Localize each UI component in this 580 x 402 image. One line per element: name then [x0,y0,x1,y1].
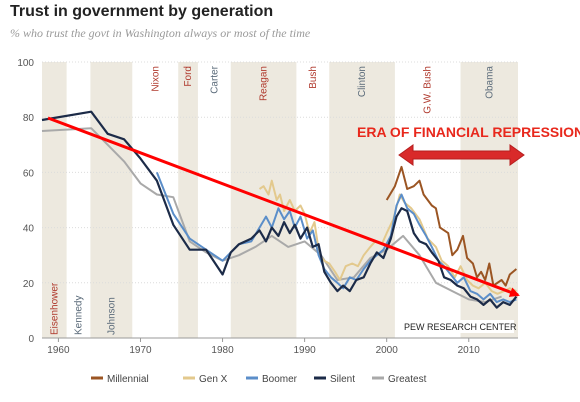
y-tick-label-60: 60 [23,168,35,179]
era-label-kennedy: Kennedy [74,296,85,335]
y-tick-label-80: 80 [23,113,35,124]
series-line-greatest [41,127,502,304]
source-label: PEW RESEARCH CENTER [404,322,517,332]
source-box [400,320,514,333]
gridlines [42,61,518,284]
era-label-reagan: Reagan [259,66,270,101]
legend-label-millennial: Millennial [107,374,149,385]
era-label-ford: Ford [183,66,194,87]
axes: 0 20 40 60 80 100 1960 1970 1980 1990 2000 2010 [17,58,518,356]
era-label-johnson: Johnson [106,297,117,335]
repression-annotation: ERA OF FINANCIAL REPRESSION [357,124,580,140]
era-label-nixon: Nixon [150,66,161,92]
series-line-gen-x [258,179,517,295]
presidency-band-ford [178,62,198,338]
chart-title: Trust in government by generation [10,3,274,20]
presidency-labels: Eisenhower Kennedy Johnson Nixon Ford Carter R… [49,65,495,335]
x-tick-label-1990: 1990 [293,345,316,356]
presidency-band-clinton [329,62,395,338]
trend-arrow [47,116,520,297]
era-label-bush: Bush [308,66,319,89]
era-label-clinton: Clinton [357,66,368,97]
era-label-carter: Carter [209,65,220,93]
annotation-overlay: ERA OF FINANCIAL REPRESSION PEW RESEARCH… [47,116,580,333]
y-tick-label-100: 100 [17,58,34,69]
era-label-obama: Obama [484,66,495,99]
legend-label-greatest: Greatest [388,374,427,385]
era-label-eisenhower: Eisenhower [49,282,60,335]
series-line-silent [41,110,518,309]
x-tick-label-1960: 1960 [47,345,70,356]
legend-label-gen-x: Gen X [199,374,228,385]
legend-label-boomer: Boomer [262,374,298,385]
presidency-bands [42,62,518,338]
era-label-g-w-bush: G.W. Bush [423,66,434,114]
x-tick-label-2010: 2010 [458,345,481,356]
x-tick-label-2000: 2000 [376,345,399,356]
legend: Millennial Gen X Boomer Silent Greatest [91,374,427,385]
y-tick-label-0: 0 [28,334,34,345]
y-tick-label-40: 40 [23,224,35,235]
chart-subtitle: % who trust the govt in Washington alway… [10,26,311,40]
x-tick-label-1970: 1970 [129,345,152,356]
x-tick-label-1980: 1980 [211,345,234,356]
presidency-band-eisenhower [42,62,67,338]
series-line-boomer [155,172,517,304]
y-tick-label-20: 20 [23,279,35,290]
legend-label-silent: Silent [330,374,355,385]
presidency-band-johnson [90,62,133,338]
repression-double-arrow [398,144,525,166]
